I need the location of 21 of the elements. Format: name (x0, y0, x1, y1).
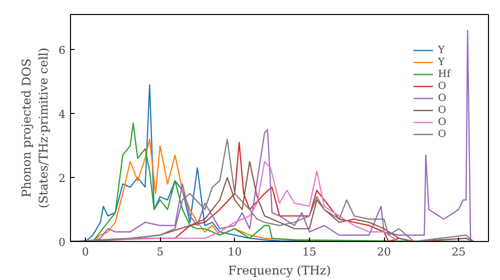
legend-label: O (438, 92, 448, 104)
y-tick-label: 2 (58, 172, 66, 186)
legend-label: O (438, 128, 448, 140)
x-tick-label: 20 (377, 246, 391, 258)
legend-label: Hf (438, 68, 452, 80)
x-tick-label: 15 (302, 246, 316, 258)
legend-label: O (438, 116, 448, 128)
x-tick-label: 10 (228, 246, 242, 258)
x-tick-label: 0 (82, 246, 89, 258)
y-tick-label: 6 (58, 44, 66, 58)
legend-label: Y (438, 44, 446, 56)
x-tick-label: 5 (156, 246, 164, 258)
legend-label: O (438, 80, 448, 92)
line-series (70, 160, 474, 242)
x-tick-label: 25 (452, 246, 466, 258)
legend-label: O (438, 104, 448, 116)
y-tick-label: 0 (58, 236, 66, 249)
y-tick-label: 4 (58, 108, 66, 122)
legend-label: Y (438, 56, 446, 68)
y-axis-title: Phonon projected DOS (States/THz·primitive cell) (20, 48, 50, 208)
x-axis-title: Frequency (THz) (228, 264, 331, 278)
